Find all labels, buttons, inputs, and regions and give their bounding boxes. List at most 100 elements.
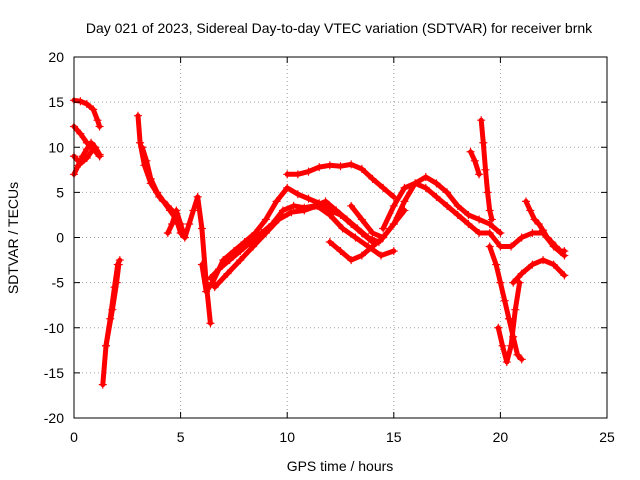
data-point-marker — [521, 197, 531, 206]
data-point-marker — [530, 215, 539, 224]
data-point-marker — [236, 255, 245, 265]
data-point-marker — [202, 287, 211, 296]
data-point-marker — [485, 219, 494, 229]
data-point-marker — [526, 206, 535, 215]
data-point-marker — [214, 264, 224, 274]
data-point-marker — [176, 219, 185, 229]
data-point-marker — [163, 228, 172, 238]
data-point-marker — [496, 278, 505, 287]
data-point-marker — [95, 122, 104, 131]
x-tick-label: 0 — [70, 429, 78, 445]
data-point-marker — [421, 172, 430, 182]
y-tick-label: 0 — [56, 230, 64, 246]
data-point-marker — [506, 242, 516, 251]
data-point-marker — [193, 192, 202, 201]
data-point-marker — [528, 260, 537, 269]
data-point-marker — [293, 170, 302, 179]
data-point-marker — [312, 201, 322, 211]
data-point-marker — [464, 210, 473, 220]
data-point-marker — [511, 305, 520, 314]
data-point-marker — [278, 206, 288, 215]
data-point-marker — [315, 163, 324, 172]
data-point-marker — [364, 233, 373, 242]
data-point-marker — [368, 174, 377, 183]
data-series — [69, 96, 569, 389]
y-tick-label: 5 — [56, 184, 64, 200]
data-point-marker — [538, 255, 548, 265]
data-point-marker — [432, 179, 441, 188]
data-point-marker — [180, 233, 189, 242]
data-point-marker — [287, 208, 296, 217]
data-point-marker — [485, 242, 494, 251]
data-point-marker — [185, 219, 194, 229]
data-point-marker — [421, 183, 430, 192]
data-point-marker — [509, 278, 518, 287]
data-point-marker — [289, 201, 298, 211]
data-point-marker — [376, 251, 386, 260]
data-point-marker — [357, 251, 366, 260]
data-point-marker — [496, 242, 505, 251]
data-point-marker — [89, 144, 98, 154]
y-tick-label: -5 — [52, 275, 65, 291]
data-point-marker — [82, 99, 91, 109]
series-trace — [523, 198, 567, 254]
series-trace — [487, 244, 525, 362]
x-tick-label: 10 — [279, 429, 295, 445]
data-point-marker — [389, 192, 398, 201]
data-point-marker — [112, 278, 121, 287]
data-point-marker — [172, 206, 181, 215]
data-point-marker — [189, 206, 198, 215]
data-point-marker — [336, 162, 345, 171]
axis-ticks: 0 5 10 15 20 25 -20 -15 -10 -5 0 5 10 15 20 — [44, 49, 615, 445]
data-point-marker — [261, 228, 270, 238]
y-tick-label: -10 — [44, 320, 64, 336]
data-point-marker — [494, 323, 503, 332]
data-point-marker — [98, 380, 107, 389]
data-point-marker — [547, 237, 556, 247]
series-arc-9 — [163, 192, 215, 328]
data-point-marker — [368, 242, 377, 251]
series-arc-12 — [210, 201, 398, 292]
data-point-marker — [453, 201, 462, 211]
data-point-marker — [500, 296, 509, 305]
data-point-marker — [342, 215, 351, 224]
data-point-marker — [246, 237, 256, 247]
data-point-marker — [108, 305, 117, 314]
data-point-marker — [560, 271, 569, 280]
data-point-marker — [133, 111, 143, 120]
data-point-marker — [379, 233, 388, 242]
data-point-marker — [498, 341, 507, 350]
data-point-marker — [93, 116, 102, 125]
data-point-marker — [114, 260, 123, 269]
data-point-marker — [551, 242, 560, 251]
x-axis-label: GPS time / hours — [287, 458, 394, 474]
data-point-marker — [248, 242, 258, 251]
data-point-marker — [443, 188, 452, 197]
data-point-marker — [453, 210, 462, 220]
data-point-marker — [353, 224, 362, 233]
data-point-marker — [95, 152, 104, 161]
x-tick-label: 5 — [177, 429, 185, 445]
data-point-marker — [487, 215, 496, 224]
data-point-marker — [304, 194, 313, 203]
data-point-marker — [379, 183, 388, 192]
data-point-marker — [506, 341, 516, 350]
series-arc-6 — [101, 260, 123, 350]
data-point-marker — [76, 129, 85, 138]
data-point-marker — [325, 237, 334, 247]
data-point-marker — [432, 192, 441, 201]
data-point-marker — [400, 197, 409, 206]
data-point-marker — [138, 143, 147, 152]
y-tick-label: 15 — [48, 94, 64, 110]
data-point-marker — [236, 246, 245, 256]
data-point-marker — [338, 224, 347, 233]
data-point-marker — [223, 269, 232, 278]
data-point-marker — [485, 206, 494, 215]
data-point-marker — [347, 255, 356, 265]
data-point-marker — [86, 138, 96, 147]
data-point-marker — [485, 228, 494, 238]
data-point-marker — [283, 170, 292, 179]
data-point-marker — [560, 246, 569, 256]
data-point-marker — [513, 350, 522, 359]
